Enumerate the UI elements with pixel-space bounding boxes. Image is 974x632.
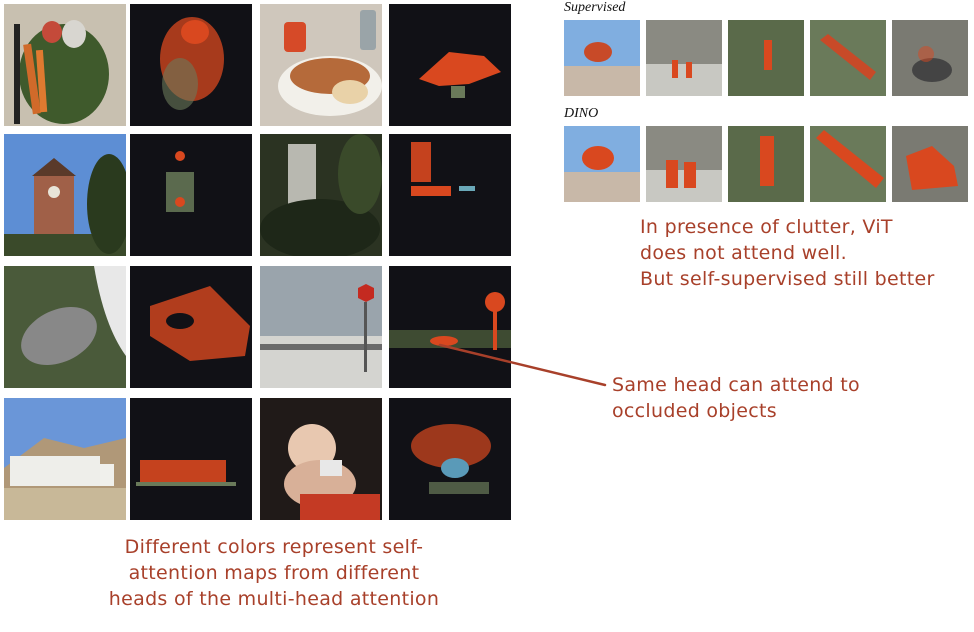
annotation-line: does not attend well. <box>640 242 847 264</box>
dino-image-person-field <box>728 126 804 202</box>
dino-image-motorbike <box>892 126 968 202</box>
attention-map-teddy-bear <box>389 398 511 520</box>
attention-overlay <box>389 292 511 350</box>
row-label-supervised: Supervised <box>564 0 626 15</box>
annotation-line: occluded objects <box>612 400 777 422</box>
clock-tower-photo <box>4 134 126 256</box>
annotation-line: heads of the multi-head attention <box>108 588 440 610</box>
image-forest-building <box>260 134 382 256</box>
annotation-line: attention maps from different <box>128 562 420 584</box>
attention-map-vegetables <box>130 4 252 126</box>
image-stop-sign-road <box>260 266 382 388</box>
attention-map-stop-sign-road <box>389 266 511 388</box>
attention-map-zebra <box>130 266 252 388</box>
annotation-clutter: In presence of clutter, ViT does not att… <box>640 214 935 292</box>
attention-overlay <box>411 142 475 196</box>
supervised-image-motorbike <box>892 20 968 96</box>
supervised-image-bird <box>564 20 640 96</box>
attention-overlay <box>166 151 194 212</box>
attention-overlay <box>160 17 224 110</box>
attention-overlay <box>150 286 250 361</box>
annotation-colors: Different colors represent self- attenti… <box>94 534 454 612</box>
attention-overlay <box>411 424 491 494</box>
attention-map-forest-building <box>389 134 511 256</box>
annotation-line: But self-supervised still better <box>640 268 935 290</box>
dino-image-bird <box>564 126 640 202</box>
annotation-line: Same head can attend to <box>612 374 860 396</box>
row-label-dino: DINO <box>564 106 599 121</box>
image-vegetables <box>4 4 126 126</box>
image-teddy-bear <box>260 398 382 520</box>
attention-map-breakfast <box>389 4 511 126</box>
image-clock-tower <box>4 134 126 256</box>
breakfast-photo <box>260 4 382 126</box>
supervised-image-stairs <box>646 20 722 96</box>
truck-photo <box>4 398 126 520</box>
annotation-line: In presence of clutter, ViT <box>640 216 893 238</box>
attention-overlay <box>419 52 501 98</box>
attention-map-clock-tower <box>130 134 252 256</box>
stop-sign-road-photo <box>260 266 382 388</box>
teddy-bear-photo <box>260 398 382 520</box>
supervised-image-train <box>810 20 886 96</box>
attention-map-truck <box>130 398 252 520</box>
image-zebra <box>4 266 126 388</box>
image-breakfast <box>260 4 382 126</box>
annotation-line: Different colors represent self- <box>124 536 424 558</box>
dino-image-stairs <box>646 126 722 202</box>
image-truck <box>4 398 126 520</box>
dino-image-train <box>810 126 886 202</box>
annotation-occluded: Same head can attend to occluded objects <box>612 372 860 424</box>
supervised-image-person-field <box>728 20 804 96</box>
zebra-photo <box>4 266 126 388</box>
attention-overlay <box>136 460 236 486</box>
vegetables-photo <box>4 4 126 126</box>
forest-building-photo <box>260 134 382 256</box>
